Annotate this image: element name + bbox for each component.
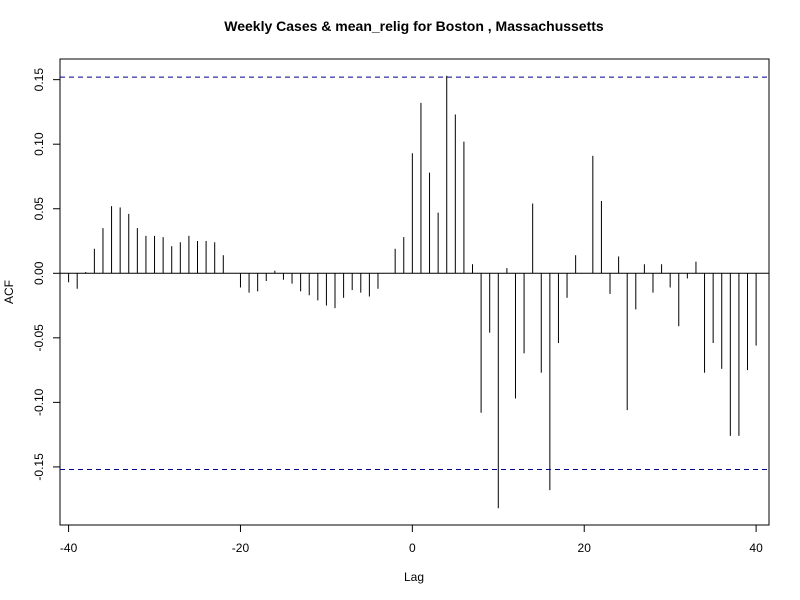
y-tick-label: -0.15 — [32, 453, 46, 481]
y-tick-label: 0.05 — [32, 197, 46, 221]
x-axis-label: Lag — [404, 570, 424, 584]
x-axis: -40 -20 0 20 40 — [60, 524, 763, 555]
y-tick-label: -0.05 — [32, 324, 46, 352]
acf-bars — [68, 75, 757, 509]
y-tick-label: -0.10 — [32, 388, 46, 416]
y-axis: -0.15 -0.10 -0.05 0.00 0.05 0.10 0.15 — [32, 68, 61, 481]
x-tick-label: 0 — [409, 541, 416, 555]
y-tick-label: 0.00 — [32, 261, 46, 285]
x-tick-label: 20 — [578, 541, 592, 555]
y-axis-label: ACF — [2, 280, 16, 304]
x-tick-label: 40 — [749, 541, 763, 555]
y-tick-label: 0.15 — [32, 68, 46, 92]
x-tick-label: -40 — [60, 541, 78, 555]
chart-title: Weekly Cases & mean_relig for Boston , M… — [224, 18, 604, 34]
x-tick-label: -20 — [232, 541, 250, 555]
y-tick-label: 0.10 — [32, 132, 46, 156]
reference-lines — [60, 76, 769, 470]
